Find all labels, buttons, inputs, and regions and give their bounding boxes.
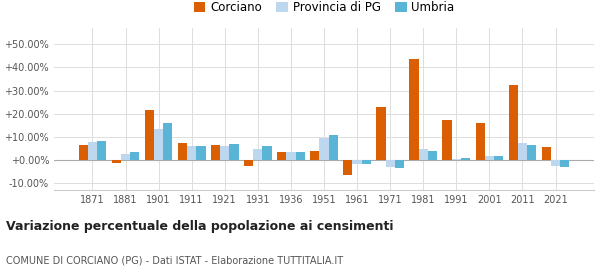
Bar xyxy=(476,123,485,160)
Bar xyxy=(452,159,461,160)
Bar xyxy=(130,152,139,160)
Bar xyxy=(509,85,518,160)
Bar xyxy=(395,160,404,168)
Bar xyxy=(154,129,163,160)
Bar xyxy=(542,148,551,160)
Bar xyxy=(253,149,262,160)
Bar xyxy=(145,110,154,160)
Bar xyxy=(286,152,296,160)
Bar xyxy=(112,160,121,163)
Bar xyxy=(518,143,527,160)
Bar xyxy=(262,146,272,160)
Bar xyxy=(527,145,536,160)
Bar xyxy=(97,141,106,160)
Bar xyxy=(442,120,452,160)
Bar xyxy=(428,151,437,160)
Text: COMUNE DI CORCIANO (PG) - Dati ISTAT - Elaborazione TUTTITALIA.IT: COMUNE DI CORCIANO (PG) - Dati ISTAT - E… xyxy=(6,255,343,265)
Bar xyxy=(343,160,352,175)
Bar xyxy=(196,146,206,160)
Bar xyxy=(485,156,494,160)
Bar xyxy=(419,149,428,160)
Bar xyxy=(461,158,470,160)
Bar xyxy=(376,107,386,160)
Bar xyxy=(319,138,329,160)
Bar xyxy=(329,135,338,160)
Bar xyxy=(409,59,419,160)
Bar xyxy=(121,155,130,160)
Bar xyxy=(277,152,286,160)
Bar xyxy=(494,156,503,160)
Bar xyxy=(163,123,172,160)
Bar xyxy=(178,143,187,160)
Bar xyxy=(220,146,229,160)
Bar xyxy=(352,160,362,164)
Bar xyxy=(88,142,97,160)
Bar xyxy=(386,160,395,167)
Bar xyxy=(560,160,569,167)
Bar xyxy=(296,152,305,160)
Bar xyxy=(211,145,220,160)
Text: Variazione percentuale della popolazione ai censimenti: Variazione percentuale della popolazione… xyxy=(6,220,394,233)
Bar xyxy=(362,160,371,164)
Bar xyxy=(310,151,319,160)
Legend: Corciano, Provincia di PG, Umbria: Corciano, Provincia di PG, Umbria xyxy=(189,0,459,19)
Bar xyxy=(229,144,239,160)
Bar xyxy=(244,160,253,166)
Bar xyxy=(551,160,560,166)
Bar xyxy=(79,145,88,160)
Bar xyxy=(187,146,196,160)
